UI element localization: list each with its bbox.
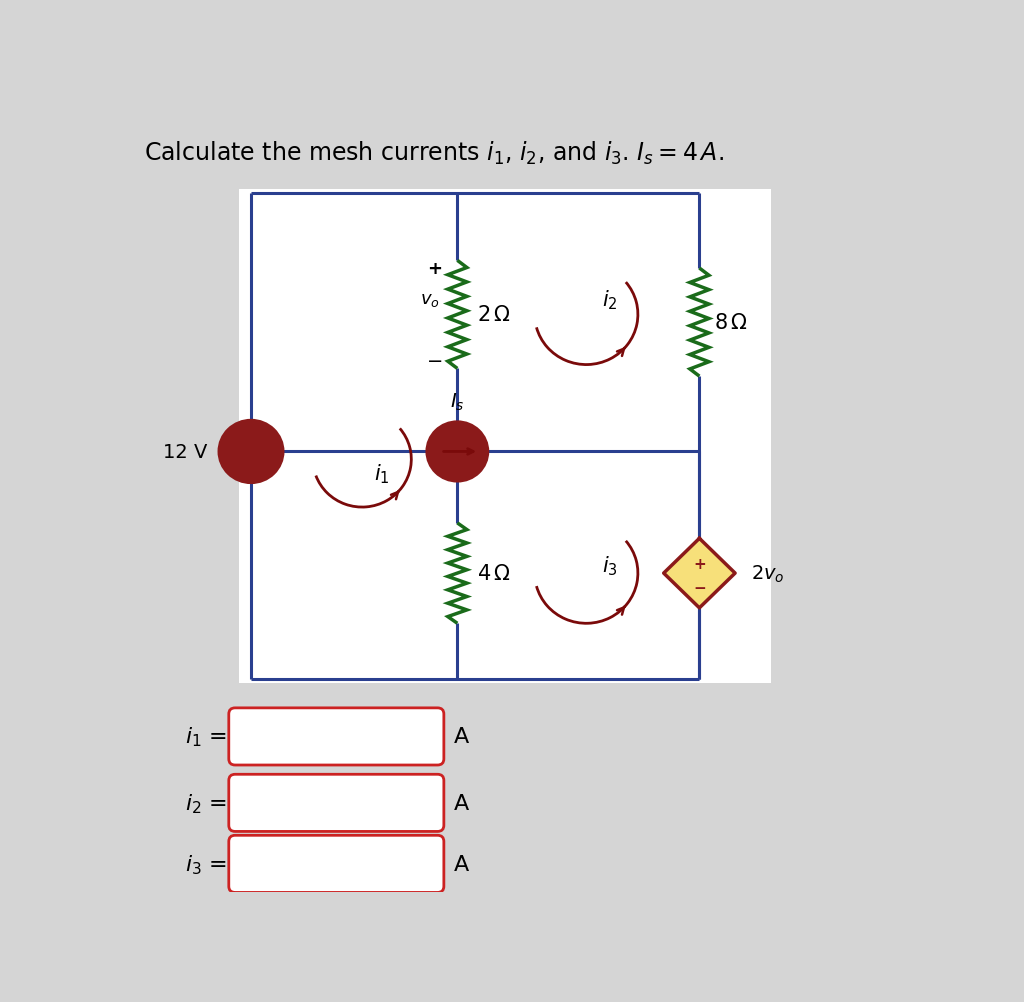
Text: $i_1$ =: $i_1$ = <box>185 724 227 748</box>
FancyBboxPatch shape <box>240 189 771 683</box>
Text: $i_3$: $i_3$ <box>602 554 618 577</box>
Text: $2v_o$: $2v_o$ <box>751 563 784 584</box>
FancyBboxPatch shape <box>228 775 443 832</box>
Text: 12 V: 12 V <box>163 443 207 462</box>
Text: A: A <box>454 793 469 813</box>
Text: −: − <box>693 580 706 595</box>
Text: $i_1$: $i_1$ <box>374 462 390 485</box>
Text: +: + <box>244 432 258 450</box>
Text: $i_2$ =: $i_2$ = <box>185 792 227 815</box>
Text: $4\,\Omega$: $4\,\Omega$ <box>477 563 511 583</box>
Polygon shape <box>664 539 735 608</box>
FancyBboxPatch shape <box>228 836 443 893</box>
Text: A: A <box>454 726 469 746</box>
Text: $8\,\Omega$: $8\,\Omega$ <box>714 313 748 333</box>
Text: −: − <box>427 352 443 371</box>
Text: $2\,\Omega$: $2\,\Omega$ <box>477 305 511 325</box>
Text: $v_o$: $v_o$ <box>420 291 439 309</box>
Text: −: − <box>244 459 259 476</box>
Circle shape <box>427 423 487 481</box>
Text: $i_3$ =: $i_3$ = <box>185 853 227 876</box>
Text: $I_s$: $I_s$ <box>451 391 465 413</box>
FancyBboxPatch shape <box>228 708 443 766</box>
Circle shape <box>219 421 283 483</box>
Text: +: + <box>428 260 442 278</box>
Text: +: + <box>693 556 706 571</box>
Text: Calculate the mesh currents $i_1$, $i_2$, and $i_3$. $I_s = 4\,A$.: Calculate the mesh currents $i_1$, $i_2$… <box>143 139 724 166</box>
Text: $i_2$: $i_2$ <box>602 288 617 312</box>
Text: A: A <box>454 854 469 874</box>
